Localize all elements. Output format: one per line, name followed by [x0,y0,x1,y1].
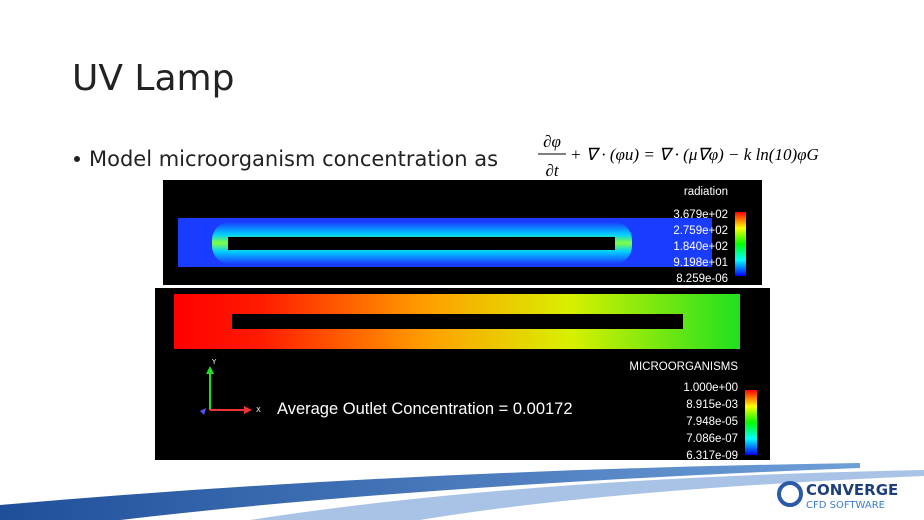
slide-title: UV Lamp [72,58,234,99]
legend-label: 7.948e-05 [686,416,738,428]
colorbar [735,212,746,276]
logo-tagline: CFD SOFTWARE [806,500,885,511]
footer-swoosh [0,463,860,520]
legend-label: 1.840e+02 [673,241,728,253]
eq-rest: + ∇ · (φu) = ∇ · (μ∇φ) − k ln(10)φG [570,145,819,164]
axis-z [200,408,206,415]
logo-name: CONVERGE [806,481,898,499]
legend-label: 6.317e-09 [686,450,738,462]
lamp [232,314,683,329]
arrow [206,366,214,374]
axis-label: X [256,406,261,414]
logo-mark [777,481,803,507]
panel-label: MICROORGANISMS [629,361,738,373]
colorbar [745,390,757,455]
legend-label: 7.086e-07 [686,433,738,445]
footer-swoosh [250,470,924,520]
panel-label: radiation [684,186,728,198]
legend-label: 8.259e-06 [676,273,728,285]
legend-label: 2.759e+02 [673,225,728,237]
axis-label: Y [211,358,217,366]
eq-numerator: ∂φ [543,132,561,151]
bullet-dot [74,156,80,162]
arrow [244,406,252,414]
lamp [228,237,615,250]
legend-label: 1.000e+00 [683,382,738,394]
legend-label: 8.915e-03 [686,399,738,411]
bullet-text: Model microorganism concentration as [89,147,498,171]
eq-denominator: ∂t [545,161,559,180]
legend-label: 3.679e+02 [673,209,728,221]
equation: ∂φ ∂t + ∇ · (φu) = ∇ · (μ∇φ) − k ln(10)φ… [538,132,819,180]
legend-label: 9.198e+01 [673,257,728,269]
annotation: Average Outlet Concentration = 0.00172 [277,400,573,418]
